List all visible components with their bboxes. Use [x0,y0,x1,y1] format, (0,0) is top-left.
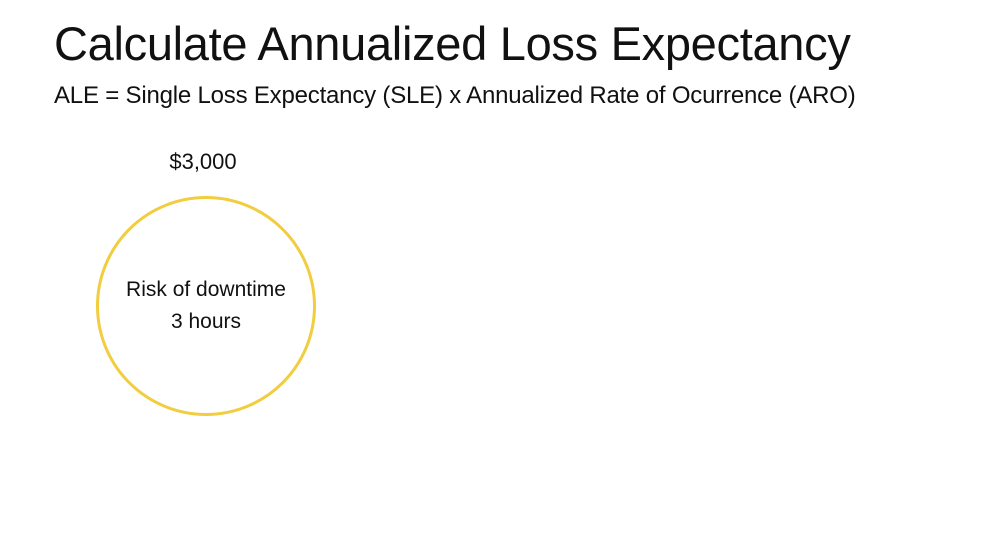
risk-description: Risk of downtime [126,278,286,301]
ale-formula: ALE = Single Loss Expectancy (SLE) x Ann… [54,82,856,109]
risk-circle: Risk of downtime 3 hours [96,196,316,416]
single-loss-cost: $3,000 [169,149,237,174]
slide-title: Calculate Annualized Loss Expectancy [54,17,851,70]
downtime-duration: 3 hours [170,310,242,333]
